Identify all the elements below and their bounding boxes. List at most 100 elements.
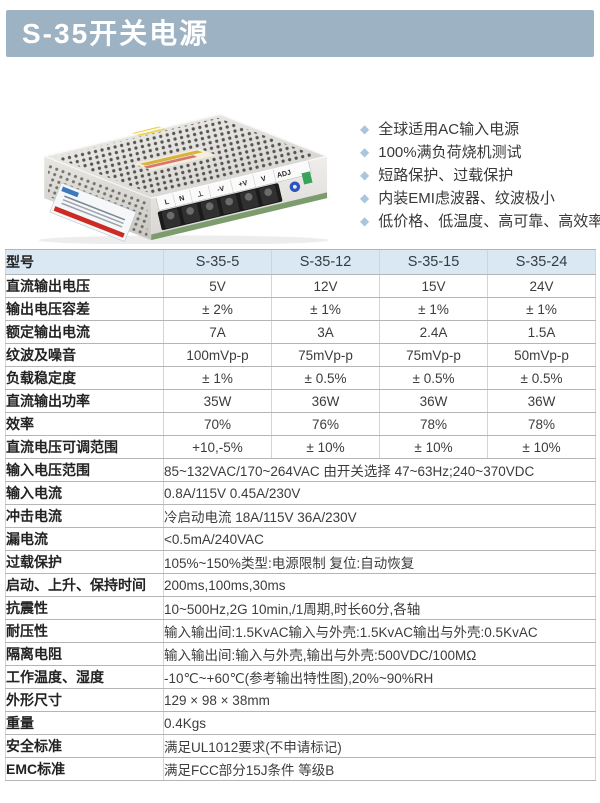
spec-label-cell: 负载稳定度: [5, 366, 164, 390]
page-title: S-35开关电源: [6, 10, 594, 57]
spec-value-cell-full: 85~132VAC/170~264VAC 由开关选择 47~63Hz;240~3…: [163, 458, 596, 482]
spec-label-cell: 外形尺寸: [5, 688, 164, 712]
spec-label-cell: 隔离电阻: [5, 642, 164, 666]
spec-value-cell-full: 满足FCC部分15J条件 等级B: [163, 757, 596, 781]
feature-item-3: ◆ 短路保护、过载保护: [360, 163, 600, 186]
spec-value-cell: +10,-5%: [163, 435, 272, 459]
feature-item-5: ◆ 低价格、低温度、高可靠、高效率: [360, 209, 600, 232]
spec-label-cell: 安全标准: [5, 734, 164, 758]
spec-value-cell: ± 1%: [271, 297, 380, 321]
spec-value-cell-full: 冷启动电流 18A/115V 36A/230V: [163, 504, 596, 528]
spec-label-cell: 直流电压可调范围: [5, 435, 164, 459]
diamond-bullet-icon: ◆: [360, 121, 370, 136]
terminal-label-L: L: [164, 198, 171, 207]
spec-value-cell: 36W: [271, 389, 380, 413]
spec-value-cell: ± 10%: [379, 435, 488, 459]
spec-row: 直流输出功率 35W 36W 36W 36W: [5, 389, 596, 413]
feature-item-1: ◆ 全球适用AC输入电源: [360, 117, 600, 140]
spec-label-cell: 耐压性: [5, 619, 164, 643]
spec-value-cell: 75mVp-p: [379, 343, 488, 367]
model-name-2: S-35-12: [271, 249, 380, 275]
spec-label-cell: 抗震性: [5, 596, 164, 620]
warning-strip: [53, 206, 125, 238]
spec-row-full: 外形尺寸 129 × 98 × 38mm: [5, 688, 596, 712]
spec-row-full: 过载保护 105%~150%类型:电源限制 复位:自动恢复: [5, 550, 596, 574]
spec-value-cell: 24V: [487, 274, 596, 298]
feature-item-2: ◆ 100%满负荷烧机测试: [360, 140, 600, 163]
spec-value-cell: 2.4A: [379, 320, 488, 344]
spec-value-cell: ± 0.5%: [271, 366, 380, 390]
spec-value-cell: 78%: [379, 412, 488, 436]
spec-value-cell: ± 10%: [487, 435, 596, 459]
spec-value-cell: ± 0.5%: [487, 366, 596, 390]
top-label: [134, 148, 217, 171]
feature-item-4: ◆ 内装EMI虑波器、纹波极小: [360, 186, 600, 209]
terminal-block: L N ⊥ -V +V V ADJ: [155, 160, 313, 231]
spec-value-cell: ± 1%: [163, 366, 272, 390]
spec-label-cell: 效率: [5, 412, 164, 436]
spec-value-cell: 1.5A: [487, 320, 596, 344]
diamond-bullet-icon: ◆: [360, 144, 370, 159]
spec-value-cell: ± 1%: [487, 297, 596, 321]
spec-label-cell: 工作温度、湿度: [5, 665, 164, 689]
spec-value-cell: 50mVp-p: [487, 343, 596, 367]
spec-row-full: 工作温度、湿度 -10℃~+60℃(参考输出特性图),20%~90%RH: [5, 665, 596, 689]
connector: [301, 171, 313, 185]
spec-value-cell: 5V: [163, 274, 272, 298]
spec-value-cell-full: 129 × 98 × 38mm: [163, 688, 596, 712]
spec-row: 额定输出电流 7A 3A 2.4A 1.5A: [5, 320, 596, 344]
spec-row: 直流电压可调范围 +10,-5% ± 10% ± 10% ± 10%: [5, 435, 596, 459]
spec-label-cell: 漏电流: [5, 527, 164, 551]
spec-value-cell: ± 1%: [379, 297, 488, 321]
terminal-label-adj: ADJ: [276, 169, 292, 180]
spec-label-cell: 输出电压容差: [5, 297, 164, 321]
spec-value-cell: 76%: [271, 412, 380, 436]
spec-row-full: 重量 0.4Kgs: [5, 711, 596, 735]
table-header-row: 型号 S-35-5 S-35-12 S-35-15 S-35-24: [5, 249, 596, 275]
spec-value-cell-full: 0.4Kgs: [163, 711, 596, 735]
spec-label-cell: 冲击电流: [5, 504, 164, 528]
spec-label-cell: EMC标准: [5, 757, 164, 781]
spec-row-full: 输入电流 0.8A/115V 0.45A/230V: [5, 481, 596, 505]
spec-table: 型号 S-35-5 S-35-12 S-35-15 S-35-24 直流输出电压…: [5, 249, 596, 781]
spec-value-cell-full: 满足UL1012要求(不申请标记): [163, 734, 596, 758]
diamond-bullet-icon: ◆: [360, 167, 370, 182]
spec-value-cell: 70%: [163, 412, 272, 436]
spec-value-cell: 35W: [163, 389, 272, 413]
spec-label-cell: 纹波及噪音: [5, 343, 164, 367]
feature-list: ◆ 全球适用AC输入电源 ◆ 100%满负荷烧机测试 ◆ 短路保护、过载保护 ◆ 内装EMI虑…: [360, 117, 600, 232]
spec-label-cell: 直流输出功率: [5, 389, 164, 413]
spec-value-cell-full: 10~500Hz,2G 10min,/1周期,时长60分,各轴: [163, 596, 596, 620]
spec-label-cell: 输入电压范围: [5, 458, 164, 482]
spec-row-full: 输入电压范围 85~132VAC/170~264VAC 由开关选择 47~63Hz…: [5, 458, 596, 482]
feature-text: 内装EMI虑波器、纹波极小: [378, 190, 555, 207]
spec-row-full: 抗震性 10~500Hz,2G 10min,/1周期,时长60分,各轴: [5, 596, 596, 620]
terminal-label-N: N: [178, 194, 185, 203]
spec-value-cell-full: -10℃~+60℃(参考输出特性图),20%~90%RH: [163, 665, 596, 689]
power-supply-illustration: L N ⊥ -V +V V ADJ: [38, 113, 329, 245]
spec-label-cell: 重量: [5, 711, 164, 735]
terminal-label-V: V: [260, 174, 267, 183]
spec-row-full: 启动、上升、保持时间 200ms,100ms,30ms: [5, 573, 596, 597]
spec-value-cell: 7A: [163, 320, 272, 344]
feature-text: 100%满负荷烧机测试: [378, 144, 522, 161]
spec-value-cell: ± 0.5%: [379, 366, 488, 390]
spec-row-full: 安全标准 满足UL1012要求(不申请标记): [5, 734, 596, 758]
spec-row-full: 隔离电阻 输入输出间:输入与外壳,输出与外壳:500VDC/100MΩ: [5, 642, 596, 666]
product-photo: L N ⊥ -V +V V ADJ: [12, 72, 342, 245]
spec-value-cell-full: 输入输出间:1.5KvAC输入与外壳:1.5KvAC输出与外壳:0.5KvAC: [163, 619, 596, 643]
spec-value-cell-full: 200ms,100ms,30ms: [163, 573, 596, 597]
spec-value-cell: 3A: [271, 320, 380, 344]
spec-value-cell-full: 0.8A/115V 0.45A/230V: [163, 481, 596, 505]
spec-value-cell: 100mVp-p: [163, 343, 272, 367]
spec-value-cell: 12V: [271, 274, 380, 298]
spec-value-cell: 15V: [379, 274, 488, 298]
spec-value-cell-full: 105%~150%类型:电源限制 复位:自动恢复: [163, 550, 596, 574]
spec-row: 效率 70% 76% 78% 78%: [5, 412, 596, 436]
spec-value-cell: 75mVp-p: [271, 343, 380, 367]
spec-value-cell: ± 2%: [163, 297, 272, 321]
spec-row: 输出电压容差 ± 2% ± 1% ± 1% ± 1%: [5, 297, 596, 321]
terminal-label-gnd: ⊥: [196, 190, 204, 199]
model-name-3: S-35-15: [379, 249, 488, 275]
spec-value-cell-full: <0.5mA/240VAC: [163, 527, 596, 551]
